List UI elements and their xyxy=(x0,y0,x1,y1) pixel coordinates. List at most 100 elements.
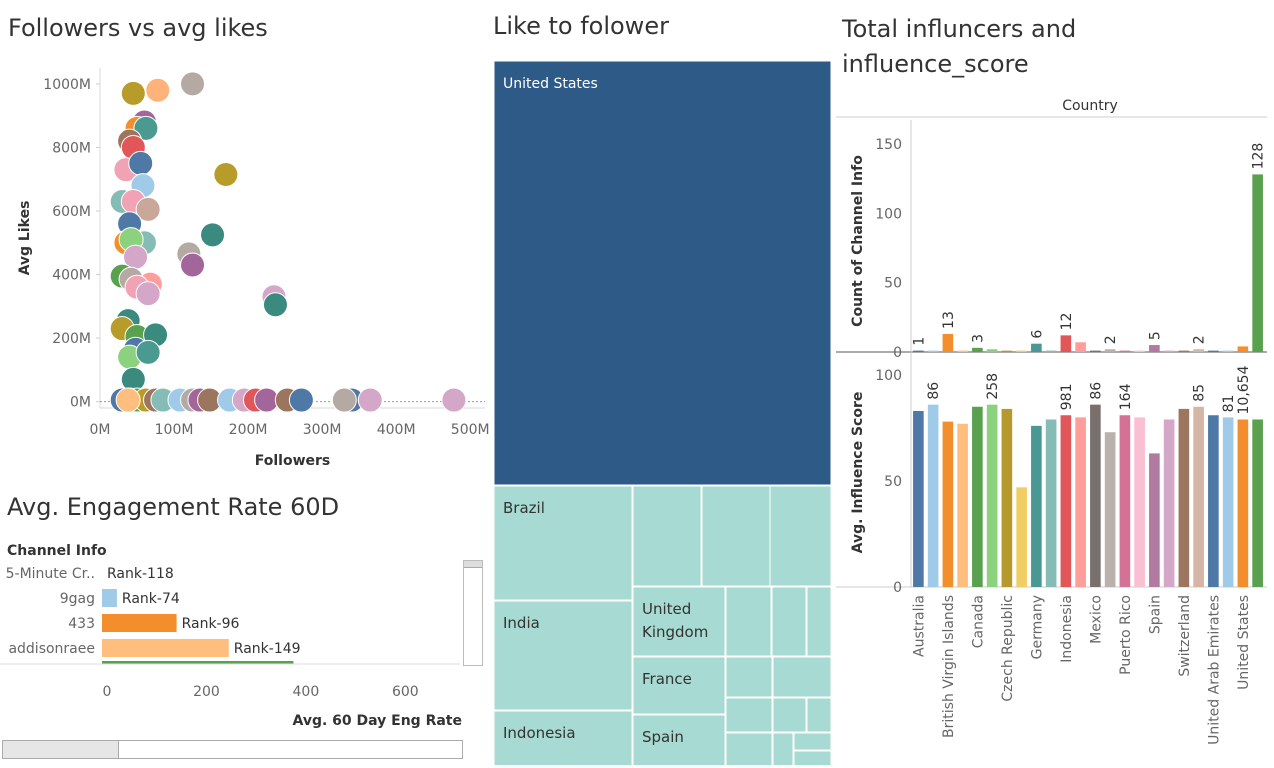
treemap-cell[interactable] xyxy=(771,586,807,657)
bar[interactable] xyxy=(1134,350,1145,352)
treemap-cell-rect[interactable] xyxy=(725,697,773,733)
bar[interactable] xyxy=(1001,408,1013,587)
bar[interactable] xyxy=(1119,415,1131,587)
treemap-cell[interactable] xyxy=(725,656,773,698)
scatter-point[interactable] xyxy=(213,161,239,187)
bar[interactable] xyxy=(1149,453,1160,587)
treemap-cell[interactable]: United States xyxy=(493,60,832,486)
bar[interactable] xyxy=(972,347,983,352)
bar[interactable] xyxy=(927,350,939,352)
treemap-cell-rect[interactable] xyxy=(769,485,832,587)
treemap-cell-rect[interactable] xyxy=(772,697,807,733)
scatter-point[interactable] xyxy=(200,222,226,248)
treemap-cell[interactable]: India xyxy=(493,600,633,711)
treemap-cell-rect[interactable] xyxy=(632,485,702,587)
bar[interactable] xyxy=(1163,350,1175,352)
vertical-scrollbar[interactable] xyxy=(463,560,483,666)
bar[interactable] xyxy=(986,349,998,352)
scatter-point[interactable] xyxy=(120,366,146,392)
scatter-point[interactable] xyxy=(120,80,146,106)
treemap-cell-rect[interactable] xyxy=(632,714,726,765)
scatter-point[interactable] xyxy=(180,71,206,97)
scatter-point[interactable] xyxy=(135,339,161,365)
treemap-cell[interactable] xyxy=(806,697,832,733)
bar[interactable] xyxy=(1252,419,1263,587)
bar[interactable] xyxy=(913,411,924,587)
bar[interactable] xyxy=(1045,350,1057,352)
bar[interactable] xyxy=(972,406,983,587)
treemap-cell[interactable]: France xyxy=(632,656,726,715)
bar[interactable] xyxy=(102,639,229,657)
bar[interactable] xyxy=(1031,425,1042,587)
treemap-cell[interactable] xyxy=(772,732,794,765)
bar[interactable] xyxy=(942,333,954,352)
scatter-point[interactable] xyxy=(115,387,141,413)
bar[interactable] xyxy=(1237,346,1249,352)
scatter-point[interactable] xyxy=(441,387,467,413)
scatter-point[interactable] xyxy=(331,387,357,413)
treemap-cell[interactable]: Spain xyxy=(632,714,726,765)
scatter-point[interactable] xyxy=(145,77,171,103)
bar[interactable] xyxy=(1208,350,1219,352)
engagement-bar-chart[interactable]: Channel Info 5-Minute Cr.. Rank-118 9gag Ran… xyxy=(0,535,470,735)
treemap-cell-rect[interactable] xyxy=(493,485,633,601)
bar[interactable] xyxy=(1222,417,1234,587)
treemap-cell[interactable]: United Kingdom xyxy=(632,586,726,657)
treemap-cell[interactable] xyxy=(772,656,832,698)
scatter-point[interactable] xyxy=(262,292,288,318)
treemap-cell-rect[interactable] xyxy=(632,656,726,715)
bar[interactable] xyxy=(913,350,924,352)
bar[interactable] xyxy=(102,661,294,664)
treemap-cell[interactable] xyxy=(793,750,832,765)
treemap-cell-rect[interactable] xyxy=(772,656,832,698)
bar[interactable] xyxy=(1075,417,1086,587)
bar[interactable] xyxy=(1060,415,1072,587)
bar[interactable] xyxy=(102,614,177,632)
treemap-cell[interactable] xyxy=(725,732,773,765)
treemap-cell-rect[interactable] xyxy=(701,485,771,587)
treemap-cell-rect[interactable] xyxy=(493,60,832,486)
bar[interactable] xyxy=(1090,350,1101,352)
treemap-cell-rect[interactable] xyxy=(493,600,633,711)
scatter-point[interactable] xyxy=(288,387,314,413)
bar[interactable] xyxy=(1060,335,1072,352)
scatter-point[interactable] xyxy=(135,281,161,307)
bar[interactable] xyxy=(1134,417,1145,587)
treemap-chart[interactable]: United States Brazil India Indonesia United K… xyxy=(490,55,835,765)
bar[interactable] xyxy=(957,423,968,587)
scatter-chart[interactable]: 0M 200M 400M 600M 800M 1000M 0M 100M 200M 300M 400… xyxy=(0,50,490,525)
bar[interactable] xyxy=(1178,350,1190,352)
treemap-cell-rect[interactable] xyxy=(725,656,773,698)
treemap-cell[interactable] xyxy=(772,697,807,733)
bar[interactable] xyxy=(102,589,117,607)
treemap-cell-rect[interactable] xyxy=(725,732,773,765)
treemap-cell-rect[interactable] xyxy=(806,586,832,657)
treemap-cell-rect[interactable] xyxy=(806,697,832,733)
bar[interactable] xyxy=(1119,350,1131,352)
bar[interactable] xyxy=(1104,432,1116,587)
bar[interactable] xyxy=(1193,406,1204,587)
bar[interactable] xyxy=(957,350,968,352)
bar[interactable] xyxy=(1149,345,1160,352)
horizontal-scrollbar[interactable] xyxy=(2,740,463,759)
bar[interactable] xyxy=(1208,415,1219,587)
bar[interactable] xyxy=(927,404,939,587)
scatter-point[interactable] xyxy=(180,252,206,278)
treemap-cell[interactable]: Indonesia xyxy=(493,710,633,765)
bar[interactable] xyxy=(1031,343,1042,352)
bar[interactable] xyxy=(1193,349,1204,352)
treemap-cell-rect[interactable] xyxy=(771,586,807,657)
treemap-cell-rect[interactable] xyxy=(793,732,832,751)
treemap-cell[interactable]: Brazil xyxy=(493,485,633,601)
treemap-cell[interactable] xyxy=(725,586,772,657)
treemap-cell[interactable] xyxy=(793,732,832,751)
bar[interactable] xyxy=(1016,487,1027,587)
scatter-point[interactable] xyxy=(135,196,161,222)
scrollbar-thumb[interactable] xyxy=(464,561,482,568)
bar[interactable] xyxy=(1104,349,1116,352)
bar[interactable] xyxy=(942,421,954,587)
bar[interactable] xyxy=(1237,419,1249,587)
bar[interactable] xyxy=(1075,342,1086,352)
scrollbar-thumb[interactable] xyxy=(3,741,119,758)
